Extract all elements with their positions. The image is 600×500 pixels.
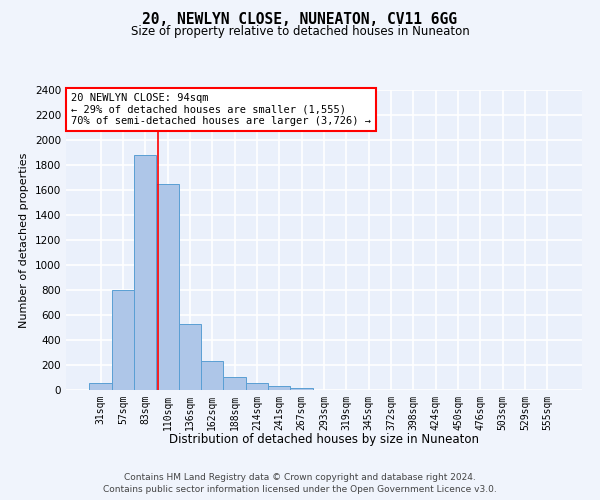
Bar — [246, 383, 268, 390]
Text: 20 NEWLYN CLOSE: 94sqm
← 29% of detached houses are smaller (1,555)
70% of semi-: 20 NEWLYN CLOSE: 94sqm ← 29% of detached… — [71, 93, 371, 126]
Bar — [89, 383, 112, 390]
Bar — [179, 324, 201, 390]
Text: Contains HM Land Registry data © Crown copyright and database right 2024.: Contains HM Land Registry data © Crown c… — [124, 472, 476, 482]
Text: Distribution of detached houses by size in Nuneaton: Distribution of detached houses by size … — [169, 432, 479, 446]
Text: 20, NEWLYN CLOSE, NUNEATON, CV11 6GG: 20, NEWLYN CLOSE, NUNEATON, CV11 6GG — [143, 12, 458, 28]
Bar — [157, 184, 179, 390]
Bar — [201, 360, 223, 390]
Bar — [134, 155, 157, 390]
Bar — [290, 388, 313, 390]
Bar — [223, 377, 246, 390]
Text: Size of property relative to detached houses in Nuneaton: Size of property relative to detached ho… — [131, 25, 469, 38]
Y-axis label: Number of detached properties: Number of detached properties — [19, 152, 29, 328]
Text: Contains public sector information licensed under the Open Government Licence v3: Contains public sector information licen… — [103, 485, 497, 494]
Bar — [268, 386, 290, 390]
Bar — [112, 290, 134, 390]
